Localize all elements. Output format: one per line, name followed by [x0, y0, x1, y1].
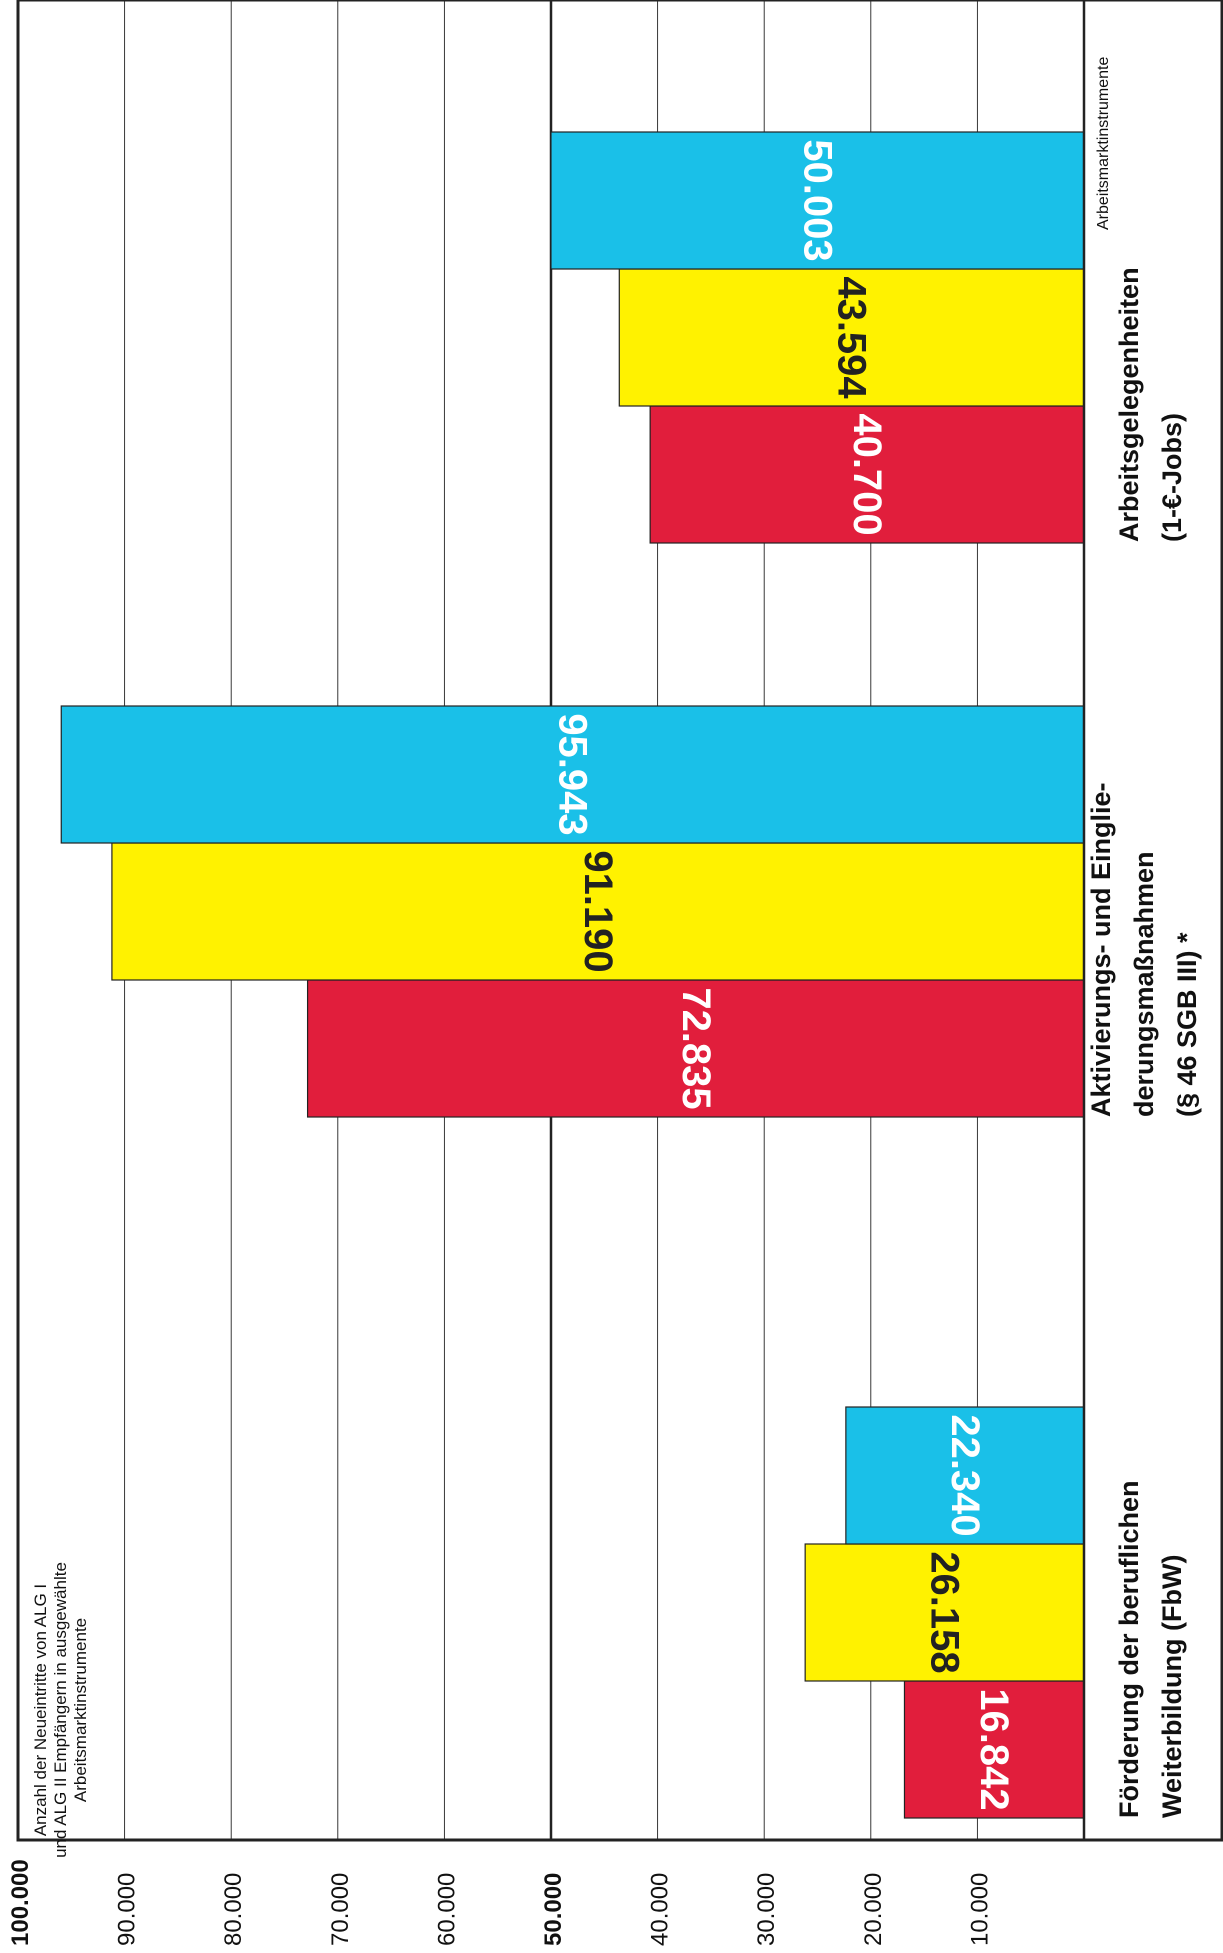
category-label-line: Förderung der beruflichen: [1114, 1480, 1144, 1818]
category-label: Arbeitsgelegenheiten (1-€-Jobs): [1114, 267, 1187, 542]
y-tick-label: 20.000: [860, 1873, 887, 1946]
bar-value-label: 91.190: [576, 850, 620, 972]
y-tick-label: 80.000: [220, 1873, 247, 1946]
bar: [845, 1406, 1085, 1545]
category-label: Aktivierungs- und Einglie-derungsmaßnahm…: [1086, 782, 1202, 1117]
bar: [60, 705, 1085, 844]
y-tick-label: 90.000: [114, 1873, 141, 1946]
category-label-line: Aktivierungs- und Einglie-: [1086, 782, 1116, 1117]
bar: [550, 131, 1085, 270]
bar-value-label: 95.943: [551, 713, 595, 835]
bar: [618, 268, 1085, 407]
bar-value-label: 50.003: [795, 139, 839, 261]
note-line: und ALG II Empfängern in ausgewählte: [51, 1562, 70, 1858]
category-label: Förderung der beruflichen Weiterbildung (…: [1114, 1480, 1187, 1818]
y-tick-label: 40.000: [647, 1873, 674, 1946]
chart-note: Anzahl der Neueintritte von ALG Iund ALG…: [31, 1562, 90, 1858]
category-label-line: (§ 46 SGB III) *: [1172, 932, 1202, 1117]
bar-value-label: 72.835: [674, 987, 718, 1109]
category-label-line: Arbeitsgelegenheiten: [1114, 267, 1144, 542]
corner-label: Arbeitsmarktinstrumente: [1095, 57, 1112, 230]
y-tick-labels: 10.000 20.000 30.000 40.000 50.000 60.000 70.0…: [7, 1859, 993, 1946]
bar-value-label: 22.340: [943, 1414, 987, 1536]
bar-value-label: 40.700: [845, 413, 889, 535]
note-line: Anzahl der Neueintritte von ALG I: [31, 1584, 50, 1836]
bar: [903, 1680, 1085, 1819]
bar-value-label: 43.594: [830, 276, 874, 399]
bar: [306, 979, 1085, 1118]
category-label-line: Weiterbildung (FbW): [1157, 1555, 1187, 1818]
y-tick-label: 100.000: [7, 1859, 34, 1946]
category-label-line: (1-€-Jobs): [1157, 413, 1187, 542]
y-tick-label: 10.000: [966, 1873, 993, 1946]
category-label-line: derungsmaßnahmen: [1129, 851, 1159, 1117]
plot-frame: [16, 0, 1223, 1842]
y-tick-label: 60.000: [433, 1873, 460, 1946]
note-line: Arbeitsmarktinstrumente: [71, 1618, 90, 1802]
bar-value-labels: 16.842 72.835 40.700 26.158 91.190 43.594 22.3…: [551, 139, 1017, 1810]
y-tick-label: 50.000: [540, 1873, 567, 1946]
bars: [60, 131, 1085, 1819]
bar-value-label: 26.158: [923, 1551, 967, 1673]
category-labels: Förderung der beruflichen Weiterbildung (…: [1086, 267, 1202, 1818]
y-tick-label: 30.000: [753, 1873, 780, 1946]
plot-border: [16, 0, 1223, 1842]
bar: [111, 842, 1085, 981]
bar-value-label: 16.842: [972, 1688, 1016, 1810]
y-tick-label: 70.000: [327, 1873, 354, 1946]
